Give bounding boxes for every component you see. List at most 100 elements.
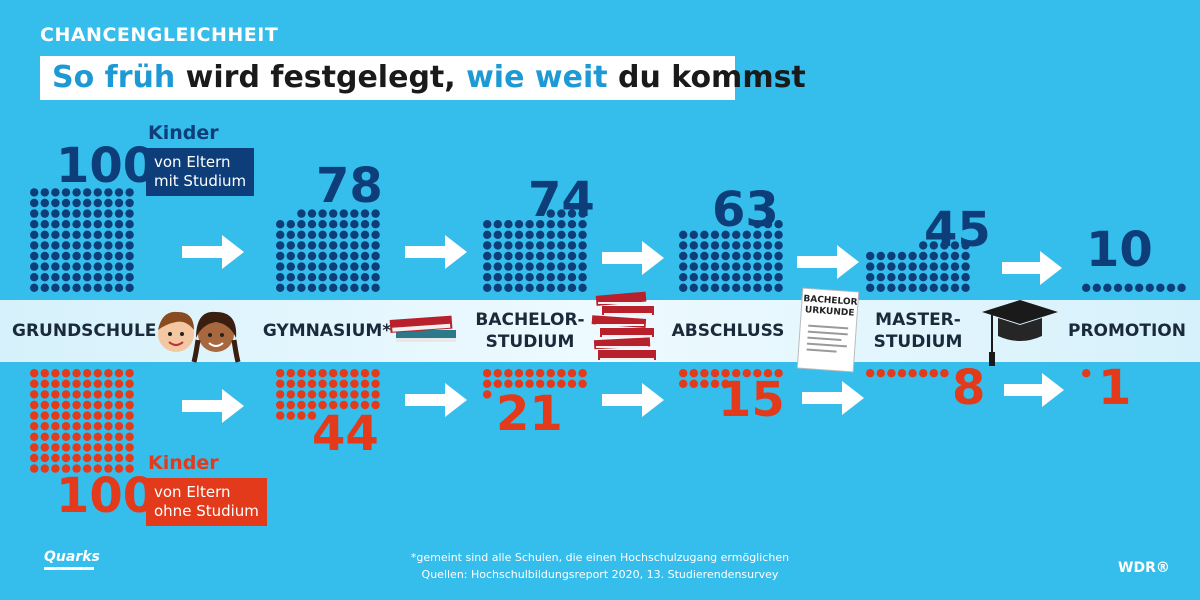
dot-nonacademic-1-40 [276, 411, 285, 420]
dot-academic-2-61 [493, 220, 502, 229]
dot-nonacademic-0-56 [93, 422, 103, 431]
dot-nonacademic-0-60 [30, 432, 39, 441]
dot-nonacademic-0-25 [83, 390, 92, 399]
dot-academic-2-57 [557, 230, 566, 239]
dot-academic-2-65 [536, 220, 545, 229]
dot-academic-3-52 [700, 230, 709, 239]
dot-academic-1-35 [329, 251, 338, 261]
dot-academic-2-60 [483, 220, 492, 229]
dot-academic-1-63 [307, 220, 317, 229]
dot-nonacademic-1-18 [360, 379, 370, 388]
dot-nonacademic-0-91 [40, 464, 49, 473]
dot-nonacademic-4-7 [940, 369, 949, 378]
dot-academic-1-67 [350, 220, 359, 229]
dot-academic-3-51 [689, 230, 698, 239]
dot-nonacademic-0-18 [114, 379, 124, 388]
dot-academic-1-10 [276, 273, 285, 282]
dot-academic-3-3 [710, 283, 720, 292]
dot-academic-0-29 [125, 262, 134, 271]
dot-academic-0-38 [114, 251, 124, 261]
dot-academic-0-27 [104, 262, 113, 271]
dot-academic-4-34 [908, 251, 917, 261]
dot-academic-4-26 [929, 262, 938, 271]
dot-nonacademic-0-61 [40, 432, 49, 441]
certificate-icon [796, 287, 860, 373]
book-stack-icon [591, 291, 656, 360]
dot-academic-0-39 [125, 251, 134, 261]
dot-academic-1-29 [371, 262, 380, 271]
dot-academic-0-53 [61, 230, 71, 239]
dot-academic-2-13 [514, 273, 524, 282]
dot-nonacademic-1-33 [307, 400, 317, 410]
dot-academic-3-14 [721, 273, 730, 282]
dot-academic-3-25 [732, 262, 741, 271]
dot-academic-1-16 [339, 273, 348, 282]
dot-nonacademic-2-16 [546, 379, 555, 388]
dot-academic-4-21 [876, 262, 885, 271]
dot-nonacademic-0-23 [61, 390, 71, 399]
dot-nonacademic-4-3 [897, 369, 907, 378]
dot-nonacademic-0-29 [125, 390, 134, 399]
dot-nonacademic-0-38 [114, 400, 124, 410]
dot-nonacademic-2-7 [557, 369, 566, 378]
dot-nonacademic-0-46 [93, 411, 103, 420]
dot-nonacademic-2-12 [504, 379, 513, 388]
dot-nonacademic-0-48 [114, 411, 124, 420]
stage-label-bachelor: BACHELOR- STUDIUM [470, 309, 590, 353]
value-label-nonacademic-1: 44 [312, 406, 379, 462]
dot-academic-3-54 [721, 230, 730, 239]
dot-academic-2-64 [525, 220, 534, 229]
dot-nonacademic-2-2 [504, 369, 513, 378]
dot-nonacademic-0-58 [114, 422, 124, 431]
dot-academic-2-47 [557, 241, 566, 250]
dot-academic-2-12 [504, 273, 513, 282]
dot-nonacademic-0-80 [30, 453, 39, 463]
dot-academic-0-49 [125, 241, 134, 250]
dot-nonacademic-3-6 [742, 369, 751, 378]
dot-academic-3-61 [763, 220, 773, 229]
dot-academic-1-60 [276, 220, 285, 229]
dot-nonacademic-0-13 [61, 379, 71, 388]
dot-academic-0-30 [30, 251, 39, 261]
dot-academic-5-1 [1092, 283, 1102, 292]
dot-nonacademic-0-3 [61, 369, 71, 378]
dot-academic-3-56 [742, 230, 751, 239]
arrow-icon [802, 381, 864, 415]
dot-academic-2-36 [546, 251, 555, 261]
dot-academic-2-55 [536, 230, 545, 239]
dot-academic-4-25 [919, 262, 928, 271]
dot-nonacademic-0-30 [30, 400, 39, 410]
dot-nonacademic-0-7 [104, 369, 113, 378]
dot-academic-3-45 [732, 241, 741, 250]
dot-academic-4-35 [919, 251, 928, 261]
dot-academic-4-44 [961, 241, 970, 250]
dot-academic-3-39 [774, 251, 783, 261]
dot-academic-0-92 [51, 188, 60, 197]
dot-academic-3-29 [774, 262, 783, 271]
dot-academic-0-81 [40, 198, 49, 208]
dot-nonacademic-1-41 [286, 411, 295, 420]
dot-nonacademic-0-1 [40, 369, 49, 378]
dot-academic-0-88 [114, 198, 124, 208]
dot-academic-1-64 [318, 220, 327, 229]
dot-nonacademic-0-84 [72, 453, 81, 463]
dot-academic-0-23 [61, 262, 71, 271]
dot-nonacademic-0-87 [104, 453, 113, 463]
dot-nonacademic-2-4 [525, 369, 534, 378]
dot-nonacademic-0-35 [83, 400, 92, 410]
value-label-academic-5: 10 [1086, 222, 1153, 278]
legend-academic-line2: mit Studium [154, 172, 247, 190]
dot-academic-2-45 [536, 241, 545, 250]
dot-nonacademic-0-43 [61, 411, 71, 420]
dot-nonacademic-1-39 [371, 400, 380, 410]
dot-academic-0-56 [93, 230, 103, 239]
dot-academic-4-30 [866, 251, 875, 261]
dot-academic-1-42 [297, 241, 306, 250]
dot-nonacademic-0-47 [104, 411, 113, 420]
dot-nonacademic-0-83 [61, 453, 71, 463]
dot-academic-4-39 [961, 251, 970, 261]
arrow-icon [182, 389, 244, 423]
dot-academic-1-24 [318, 262, 327, 271]
dot-academic-2-10 [483, 273, 492, 282]
dot-academic-1-33 [307, 251, 317, 261]
